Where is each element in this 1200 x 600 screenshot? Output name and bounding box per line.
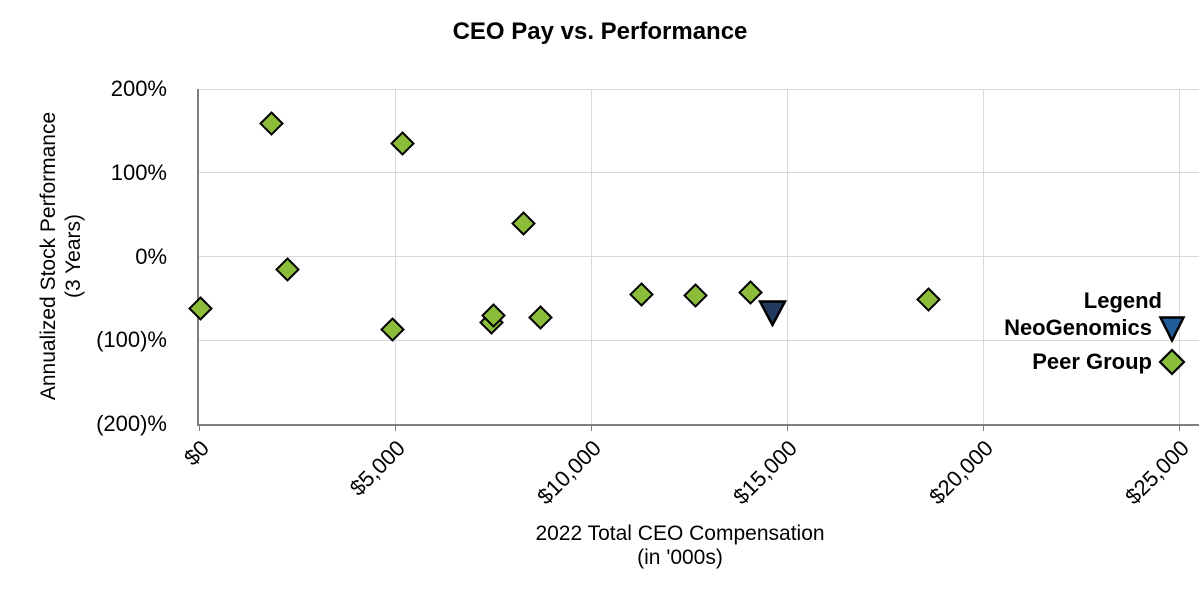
y-tick-label: 200% bbox=[110, 76, 167, 101]
x-axis-title: 2022 Total CEO Compensation (in '000s) bbox=[180, 522, 1180, 570]
vertical-gridline bbox=[590, 89, 592, 424]
diamond-icon bbox=[1158, 348, 1186, 376]
legend-item-label: NeoGenomics bbox=[1004, 315, 1152, 340]
plot-area bbox=[188, 88, 1199, 431]
vertical-gridline bbox=[982, 89, 984, 424]
y-tick-label: (100)% bbox=[96, 327, 167, 353]
horizontal-gridline bbox=[199, 256, 1199, 257]
horizontal-gridline bbox=[199, 172, 1199, 174]
data-point-peer-group bbox=[274, 256, 300, 282]
legend-item-neogenomics: NeoGenomics bbox=[1004, 313, 1186, 343]
data-point-peer-group bbox=[737, 280, 763, 305]
x-axis-tick bbox=[1178, 424, 1180, 431]
data-point-peer-group bbox=[528, 305, 554, 331]
x-axis-title-line2: (in '000s) bbox=[637, 546, 723, 569]
x-axis-tick bbox=[786, 424, 788, 431]
data-point-peer-group bbox=[389, 131, 415, 156]
y-tick-label: 100% bbox=[110, 159, 167, 185]
data-point-peer-group bbox=[259, 110, 285, 136]
vertical-gridline bbox=[1178, 89, 1180, 424]
legend-item-label: Peer Group bbox=[1032, 349, 1152, 374]
x-axis-tick bbox=[590, 424, 592, 431]
legend-item-peer-group: Peer Group bbox=[1032, 347, 1186, 377]
data-point-peer-group bbox=[683, 283, 709, 309]
horizontal-gridline bbox=[199, 339, 1199, 341]
horizontal-gridline bbox=[199, 88, 1199, 90]
vertical-gridline bbox=[394, 89, 396, 424]
legend-heading: Legend bbox=[1083, 288, 1162, 313]
vertical-gridline bbox=[786, 89, 788, 424]
data-point-peer-group bbox=[188, 296, 214, 321]
triangle-down-icon bbox=[1158, 316, 1186, 343]
data-point-neogenomics bbox=[757, 300, 787, 328]
x-axis-tick bbox=[198, 424, 200, 431]
data-point-peer-group bbox=[510, 211, 536, 237]
data-point-peer-group bbox=[480, 303, 506, 329]
chart-title: CEO Pay vs. Performance bbox=[452, 18, 748, 45]
data-point-peer-group bbox=[915, 286, 941, 312]
data-point-peer-group bbox=[379, 316, 405, 342]
y-tick-label: (200)% bbox=[96, 411, 167, 436]
y-tick-label: 0% bbox=[135, 243, 167, 269]
x-axis-tick bbox=[982, 424, 984, 431]
data-point-peer-group bbox=[628, 281, 654, 307]
x-axis-tick bbox=[394, 424, 396, 431]
x-axis-title-line1: 2022 Total CEO Compensation bbox=[535, 522, 825, 545]
